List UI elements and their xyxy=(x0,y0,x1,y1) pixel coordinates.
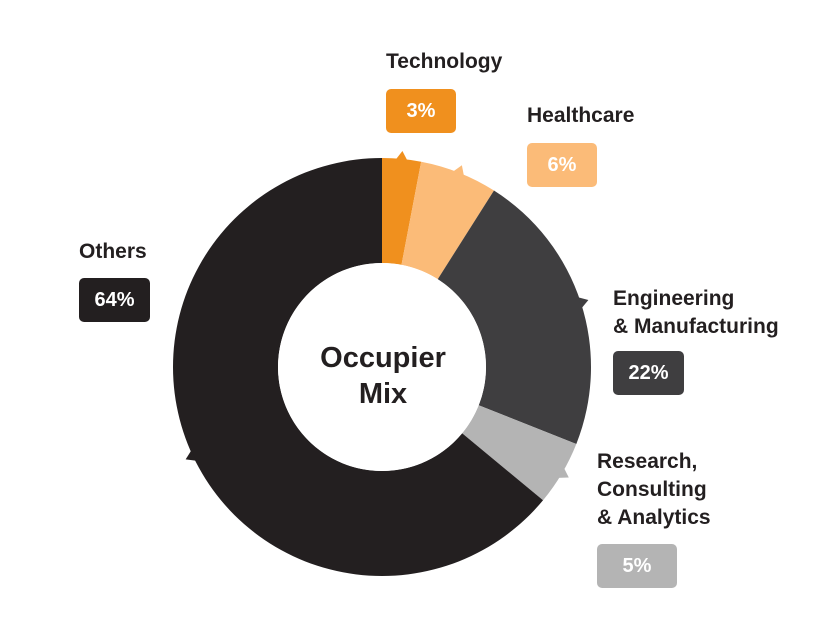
slice-label-technology: Technology xyxy=(386,48,502,76)
slice-value-others: 64% xyxy=(79,278,150,322)
slice-research-consulting-analytics xyxy=(462,405,577,501)
slice-others xyxy=(172,158,544,576)
slice-label-others: Others xyxy=(79,238,147,266)
slice-label-research-consulting-analytics: Research, Consulting & Analytics xyxy=(597,448,711,532)
slice-label-line: Research, xyxy=(597,450,698,473)
slice-engineering-manufacturing xyxy=(437,190,591,444)
slice-healthcare xyxy=(401,161,494,280)
slice-pointer xyxy=(453,165,464,176)
slice-label-line: Healthcare xyxy=(527,104,635,127)
slice-label-healthcare: Healthcare xyxy=(527,102,634,130)
slice-pointer xyxy=(185,450,197,461)
slice-label-line: Consulting xyxy=(597,478,707,501)
donut-slices xyxy=(172,158,591,576)
slice-label-line: & Analytics xyxy=(597,506,711,529)
slice-pointer xyxy=(558,467,569,478)
donut-hole xyxy=(278,263,486,471)
slice-value-research-consulting-analytics: 5% xyxy=(597,544,677,588)
slice-label-line: Technology xyxy=(386,50,503,73)
slice-value-healthcare: 6% xyxy=(527,143,597,187)
slice-pointer xyxy=(395,150,408,161)
slice-value-engineering-manufacturing: 22% xyxy=(613,351,684,395)
slice-label-line: & Manufacturing xyxy=(613,315,779,338)
slice-label-line: Others xyxy=(79,240,147,263)
chart-title-line-2: Mix xyxy=(358,378,408,410)
slice-value-technology: 3% xyxy=(386,89,456,133)
chart-title: Occupier Mix xyxy=(283,340,483,412)
slice-pointer xyxy=(577,297,589,309)
slice-label-engineering-manufacturing: Engineering & Manufacturing xyxy=(613,285,779,341)
chart-title-line-1: Occupier xyxy=(320,342,446,374)
slice-label-line: Engineering xyxy=(613,287,735,310)
slice-technology xyxy=(382,158,422,265)
label-pointers xyxy=(185,150,589,478)
